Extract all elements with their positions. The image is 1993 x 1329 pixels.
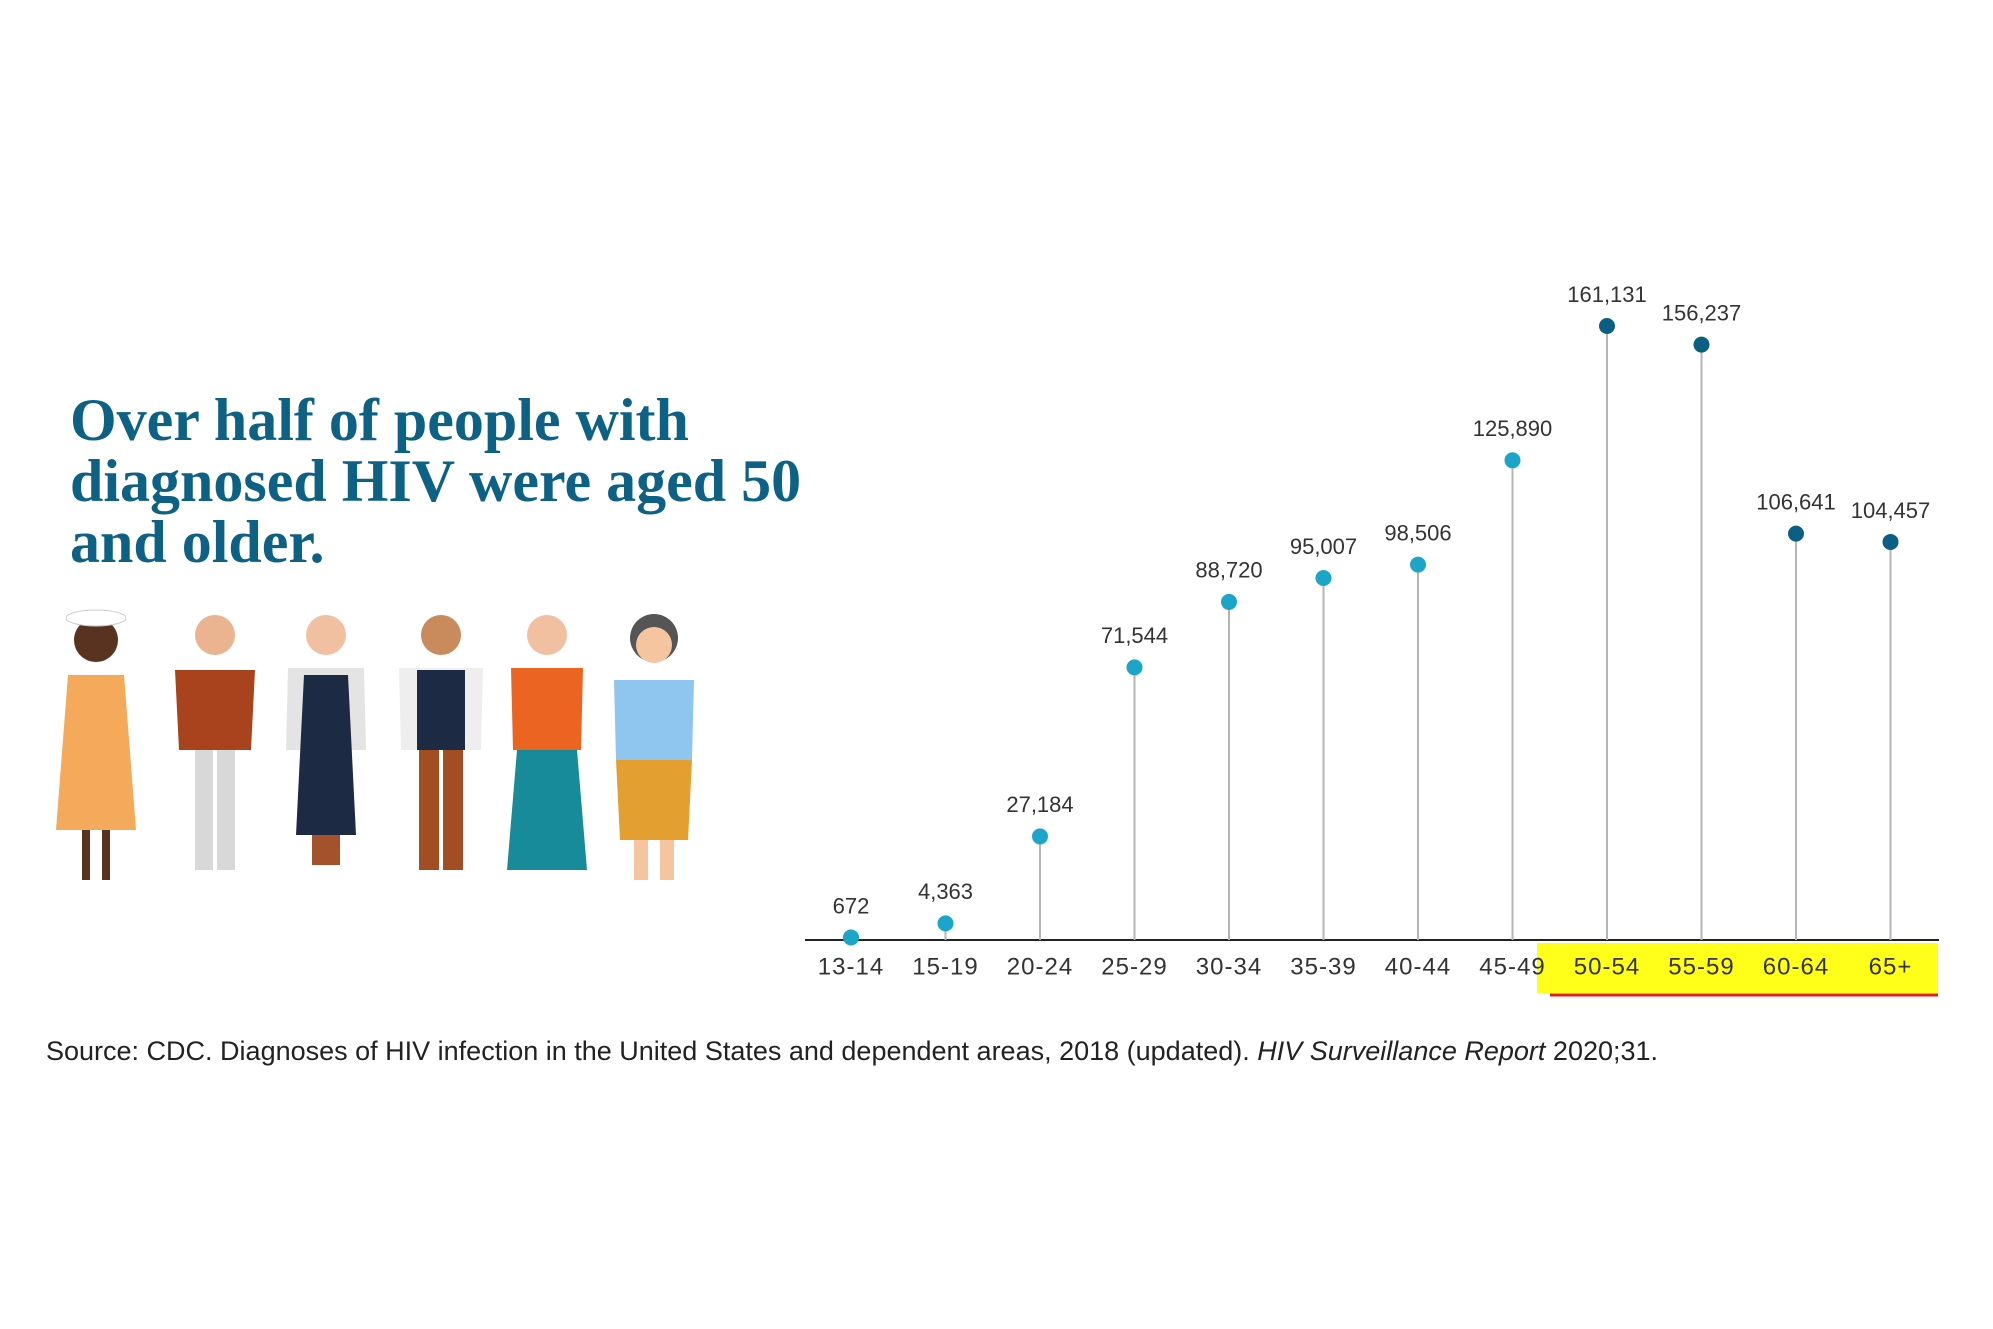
value-label: 95,007 [1290,534,1357,559]
x-tick-label: 45-49 [1479,953,1545,980]
dot [1599,318,1615,334]
value-label: 27,184 [1006,792,1073,817]
dot [937,915,954,932]
dot [1221,593,1237,610]
value-label: 125,890 [1473,416,1553,441]
people-illustration [56,609,694,880]
x-tick-label: 25-29 [1101,953,1167,980]
value-label: 161,131 [1567,282,1647,307]
x-tick-label: 50-54 [1574,953,1640,980]
dot [1315,569,1332,586]
dot [1882,533,1899,550]
value-label: 672 [833,893,870,918]
highlight [1537,943,1938,993]
dot [1788,525,1804,542]
value-label: 71,544 [1101,623,1168,648]
dot [1504,452,1521,469]
x-tick-label: 15-19 [912,953,978,980]
value-label: 104,457 [1851,498,1931,523]
value-label: 98,506 [1384,520,1451,545]
x-tick-label: 13-14 [818,953,884,980]
dot [1126,659,1143,676]
x-tick-label: 35-39 [1290,953,1356,980]
x-tick-label: 20-24 [1007,953,1073,980]
value-label: 106,641 [1756,489,1836,514]
x-tick-label: 40-44 [1385,953,1451,980]
dot [1693,336,1710,353]
x-tick-label: 55-59 [1668,953,1734,980]
value-label: 88,720 [1195,558,1262,583]
x-tick-label: 65+ [1869,953,1913,980]
source-text: 2020;31. [1552,1036,1659,1066]
value-label: 156,237 [1662,300,1742,325]
source: Source: CDC. Diagnoses of HIV infection … [46,1036,1658,1067]
x-tick-label: 60-64 [1763,953,1829,980]
value-label: 4,363 [918,879,973,904]
dot [1410,556,1426,573]
dot [1032,828,1048,845]
dot [843,929,859,946]
x-tick-label: 30-34 [1196,953,1262,980]
source-text: Source: CDC. Diagnoses of HIV infection … [46,1036,1250,1066]
source-journal: HIV Surveillance Report [1257,1036,1546,1066]
chart-title: Over half of people with diagnosed HIV w… [70,387,802,575]
